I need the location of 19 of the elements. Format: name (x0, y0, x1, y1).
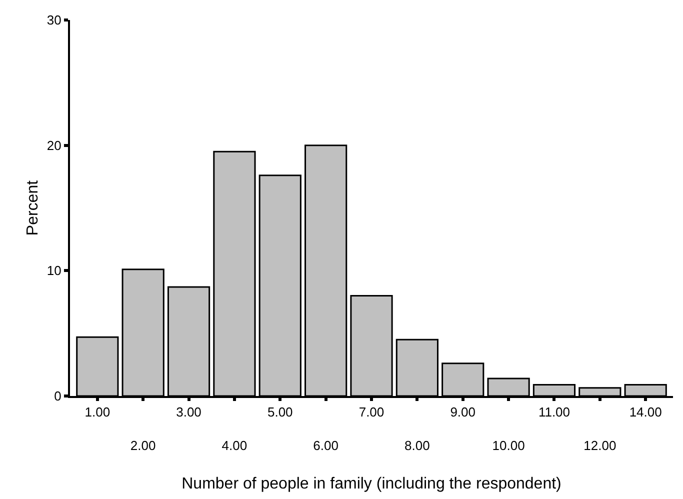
x-tick-label: 4.00 (222, 438, 248, 454)
x-tick-label: 3.00 (176, 404, 202, 420)
y-axis-title: Percent (24, 180, 42, 236)
y-tick-label: 10 (46, 263, 62, 278)
x-tick-label: 10.00 (492, 438, 525, 454)
y-tick-label: 20 (46, 138, 62, 153)
x-tick-label: 9.00 (450, 404, 476, 420)
x-tick-label: 11.00 (538, 404, 570, 420)
y-tick-label: 0 (54, 388, 62, 404)
x-tick-label: 7.00 (358, 404, 384, 420)
x-axis-title: Number of people in family (including the respondent) (182, 475, 562, 492)
y-tick-label: 30 (46, 12, 62, 28)
x-tick-label: 5.00 (267, 404, 293, 420)
x-tick-label: 14.00 (629, 404, 662, 420)
x-tick-label: 1.00 (84, 404, 110, 420)
x-tick-label: 2.00 (130, 438, 156, 454)
x-tick-label: 8.00 (404, 438, 430, 454)
x-tick-label: 6.00 (313, 438, 338, 454)
x-tick-label: 12.00 (584, 438, 616, 454)
